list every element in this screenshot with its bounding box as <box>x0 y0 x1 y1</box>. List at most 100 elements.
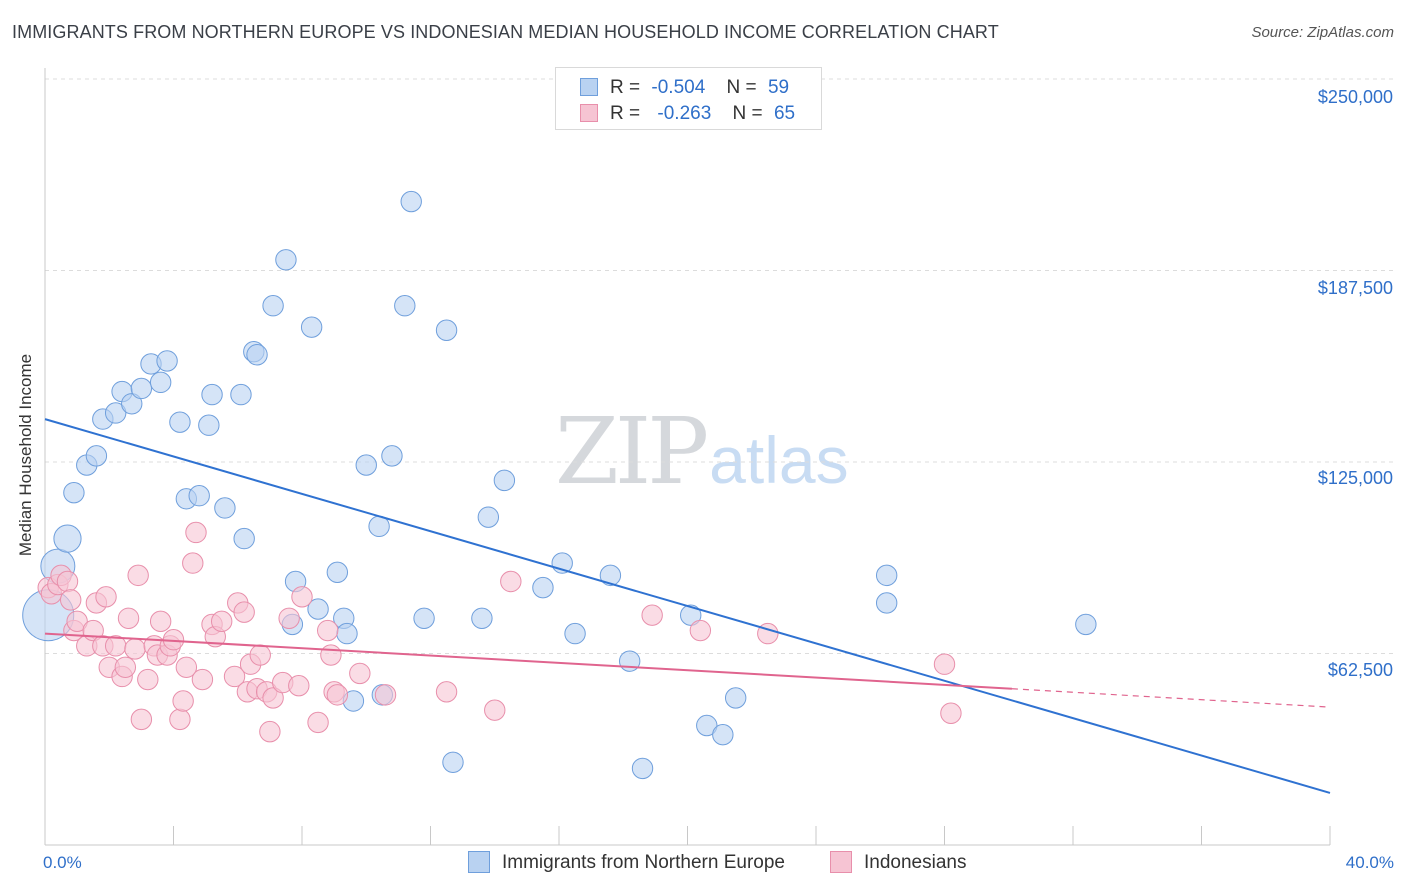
data-point-indonesians <box>320 644 342 666</box>
y-tick-label: $62,500 <box>1327 660 1393 680</box>
data-point-northern-europe <box>435 319 458 341</box>
blue-swatch <box>580 78 598 96</box>
data-point-northern-europe <box>63 481 85 504</box>
trendline-northern-europe <box>44 418 1331 794</box>
n-value: 59 <box>767 77 790 98</box>
x-min-label: 0.0% <box>43 853 82 872</box>
data-point-northern-europe <box>121 393 143 415</box>
data-point-indonesians <box>59 589 82 611</box>
data-point-northern-europe <box>724 687 747 709</box>
data-point-indonesians <box>117 607 140 629</box>
data-point-indonesians <box>288 674 310 697</box>
data-point-indonesians <box>641 604 663 626</box>
source-note: Source: ZipAtlas.com <box>1251 24 1394 41</box>
data-point-northern-europe <box>875 592 898 614</box>
data-point-northern-europe <box>307 598 329 620</box>
data-point-indonesians <box>317 619 339 642</box>
data-point-indonesians <box>326 684 349 706</box>
data-point-northern-europe <box>326 561 349 584</box>
data-point-indonesians <box>262 687 284 709</box>
data-point-indonesians <box>185 521 207 544</box>
data-point-northern-europe <box>400 190 422 213</box>
data-point-indonesians <box>249 644 271 666</box>
data-point-indonesians <box>130 708 153 731</box>
data-point-indonesians <box>191 668 214 691</box>
r-label: R = <box>610 77 641 98</box>
data-point-northern-europe <box>471 607 493 629</box>
data-point-northern-europe <box>85 445 108 467</box>
data-point-indonesians <box>689 619 712 642</box>
data-point-northern-europe <box>130 377 153 400</box>
data-point-northern-europe <box>214 497 236 519</box>
data-point-indonesians <box>259 720 281 743</box>
data-point-northern-europe <box>442 751 464 773</box>
data-point-northern-europe <box>394 295 416 317</box>
data-point-indonesians <box>500 570 522 593</box>
data-point-northern-europe <box>201 383 223 406</box>
data-point-indonesians <box>137 668 159 691</box>
data-point-northern-europe <box>198 414 220 436</box>
watermark-zip: ZIP <box>555 398 709 505</box>
data-point-indonesians <box>169 708 191 731</box>
legend-item-indonesians: Indonesians <box>830 851 966 874</box>
pink-swatch <box>580 104 598 122</box>
correlation-legend: R = -0.504 N = 59 R = -0.263 N = 65 <box>555 67 822 130</box>
y-axis-label: Median Household Income <box>16 353 35 557</box>
data-point-indonesians <box>223 665 246 688</box>
data-point-northern-europe <box>275 249 297 271</box>
data-point-northern-europe <box>493 469 516 492</box>
data-point-indonesians <box>56 570 79 593</box>
data-point-northern-europe <box>300 316 323 338</box>
data-point-northern-europe <box>712 723 734 746</box>
data-point-northern-europe <box>696 714 718 737</box>
data-point-northern-europe <box>262 295 284 317</box>
data-point-indonesians <box>210 610 233 633</box>
r-label: R = <box>610 103 641 124</box>
data-point-indonesians <box>66 610 88 633</box>
legend-row-northern-europe: R = -0.504 N = 59 <box>580 77 789 99</box>
data-point-northern-europe <box>381 445 403 467</box>
data-point-indonesians <box>940 702 962 724</box>
data-point-northern-europe <box>599 564 622 587</box>
data-point-indonesians <box>307 711 329 734</box>
x-max-label: 40.0% <box>1345 853 1394 872</box>
data-point-northern-europe <box>631 757 654 780</box>
data-point-northern-europe <box>104 402 127 424</box>
data-point-indonesians <box>278 607 300 629</box>
r-value: -0.263 <box>657 103 712 124</box>
watermark: ZIPatlas <box>555 398 849 505</box>
data-point-northern-europe <box>169 411 191 433</box>
n-value: 65 <box>773 103 796 124</box>
watermark-atlas: atlas <box>709 423 849 497</box>
data-point-northern-europe <box>680 604 702 626</box>
legend-row-indonesians: R = -0.263 N = 65 <box>580 103 795 125</box>
legend-label: Indonesians <box>864 852 967 873</box>
data-point-indonesians <box>484 699 506 721</box>
data-point-indonesians <box>933 653 956 675</box>
data-point-northern-europe <box>246 344 268 366</box>
data-point-indonesians <box>374 684 397 706</box>
data-point-northern-europe <box>1075 613 1097 636</box>
data-point-northern-europe <box>233 527 255 550</box>
data-point-northern-europe <box>532 576 554 599</box>
data-point-northern-europe <box>336 622 358 645</box>
data-point-indonesians <box>172 690 194 712</box>
y-tick-label: $250,000 <box>1317 87 1393 107</box>
data-point-indonesians <box>114 656 137 678</box>
data-point-northern-europe <box>188 485 210 507</box>
data-point-indonesians <box>182 552 204 574</box>
data-point-indonesians <box>175 656 198 678</box>
y-tick-label: $125,000 <box>1317 468 1393 488</box>
r-value: -0.504 <box>651 77 706 98</box>
data-point-northern-europe <box>149 371 172 394</box>
pink-swatch <box>830 851 852 873</box>
data-point-northern-europe <box>230 383 252 406</box>
legend-item-northern-europe: Immigrants from Northern Europe <box>468 851 785 874</box>
data-point-northern-europe <box>53 524 82 553</box>
data-point-northern-europe <box>564 622 586 645</box>
data-point-northern-europe <box>156 350 178 372</box>
data-point-indonesians <box>149 610 172 633</box>
data-point-indonesians <box>291 586 313 608</box>
data-point-indonesians <box>95 586 117 608</box>
data-point-indonesians <box>435 681 458 703</box>
